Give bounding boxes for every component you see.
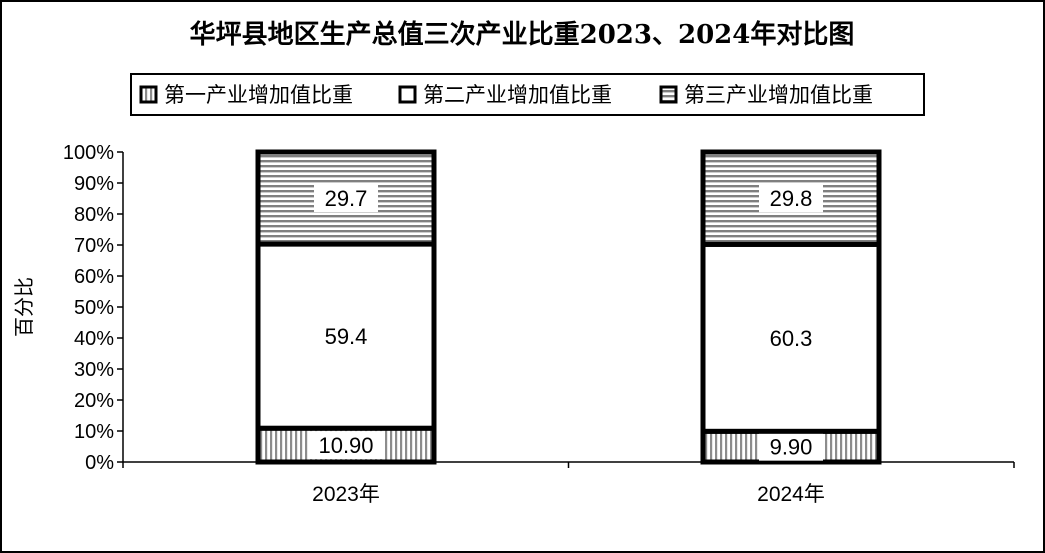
data-label: 29.8 xyxy=(770,186,813,211)
y-tick-label: 30% xyxy=(74,359,114,381)
data-label-background xyxy=(314,184,378,213)
y-tick-label: 70% xyxy=(74,235,114,257)
bar-stack: 10.90 59.4 29.7 xyxy=(255,149,437,465)
y-axis-label: 百分比 xyxy=(12,277,36,337)
y-tick-label: 40% xyxy=(74,328,114,350)
legend-swatch xyxy=(659,85,678,104)
data-label: 59.4 xyxy=(325,324,368,349)
legend-label: 第二产业增加值比重 xyxy=(423,83,612,107)
x-category-label: 2023年 xyxy=(312,483,380,506)
y-tick-label: 50% xyxy=(74,297,114,319)
legend-item: 第三产业增加值比重 xyxy=(659,83,873,107)
data-label-background xyxy=(759,323,823,352)
data-label: 10.90 xyxy=(318,433,373,458)
data-label: 9.90 xyxy=(770,435,813,460)
data-label-background xyxy=(759,432,823,461)
chart-title: 华坪县地区生产总值三次产业比重2023、2024年对比图 xyxy=(190,19,855,50)
legend-label: 第一产业增加值比重 xyxy=(164,83,353,107)
y-tick-label: 100% xyxy=(63,142,114,164)
data-label-background xyxy=(307,431,385,460)
data-label: 60.3 xyxy=(770,326,813,351)
x-category-label: 2024年 xyxy=(757,483,825,506)
legend-item: 第一产业增加值比重 xyxy=(139,83,353,107)
data-label-background xyxy=(759,184,823,213)
y-tick-label: 60% xyxy=(74,266,114,288)
y-axis: 0% 10% 20% 30% 40% 50% 60% 70% 80% 90% 100% xyxy=(63,142,124,474)
bars-group: 10.90 59.4 29.7 9.90 60.3 29.8 xyxy=(255,149,882,465)
y-tick-label: 90% xyxy=(74,173,114,195)
legend-swatch xyxy=(139,85,158,104)
data-label: 29.7 xyxy=(325,186,368,211)
y-tick-label: 80% xyxy=(74,204,114,226)
legend-label: 第三产业增加值比重 xyxy=(684,83,873,107)
y-tick-label: 10% xyxy=(74,421,114,443)
y-tick-label: 20% xyxy=(74,390,114,412)
data-label-background xyxy=(314,322,378,351)
legend-item: 第二产业增加值比重 xyxy=(398,83,612,107)
legend-swatch xyxy=(398,85,417,104)
legend-box xyxy=(130,73,925,116)
bar-stack: 9.90 60.3 29.8 xyxy=(700,149,882,465)
y-tick-label: 0% xyxy=(85,452,114,474)
legend: 第一产业增加值比重 第二产业增加值比重 第三产业增加值比重 xyxy=(130,73,925,116)
